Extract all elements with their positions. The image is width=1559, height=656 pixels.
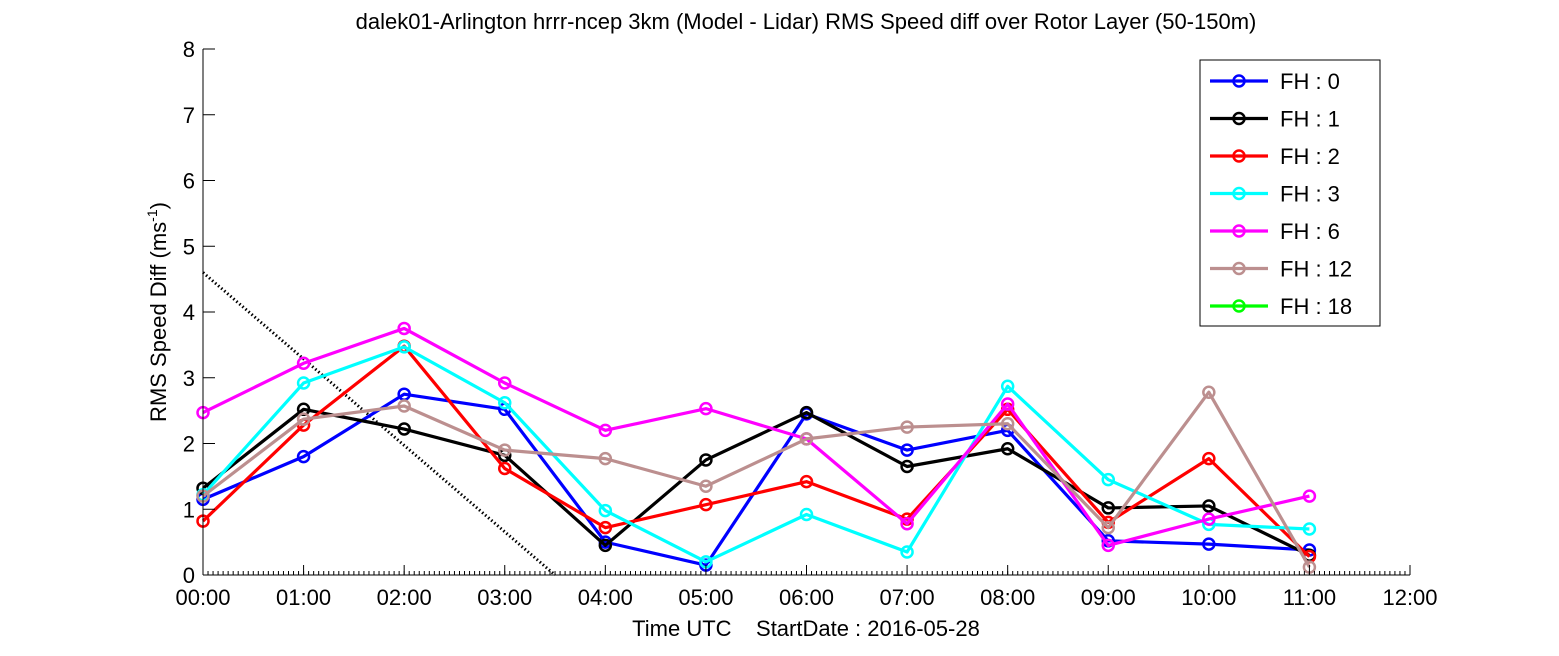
data-point xyxy=(1202,499,1216,513)
data-point xyxy=(699,401,713,416)
legend-label: FH : 18 xyxy=(1280,294,1352,319)
series-5 xyxy=(196,385,1317,574)
data-point xyxy=(598,520,613,535)
data-point xyxy=(1302,522,1317,536)
series-line xyxy=(201,344,1311,558)
data-point xyxy=(397,321,411,336)
legend-swatch-marker xyxy=(1232,111,1246,126)
data-point xyxy=(699,453,713,467)
legend-swatch-marker xyxy=(1232,224,1246,238)
data-point xyxy=(799,432,814,446)
legend-swatch-marker xyxy=(1232,186,1246,201)
y-tick-label: 6 xyxy=(183,169,195,194)
x-tick-label: 02:00 xyxy=(377,585,432,610)
data-point xyxy=(498,376,512,390)
legend-items: FH : 0 FH : 1 FH : 2 FH : 3 FH : 6 FH : 12 FH … xyxy=(1210,69,1352,319)
legend-swatch-marker xyxy=(1232,299,1246,313)
x-axis-label: Time UTC StartDate : 2016-05-28 xyxy=(632,616,980,641)
y-tick-label: 0 xyxy=(183,563,195,588)
legend-label: FH : 12 xyxy=(1280,257,1352,282)
data-point xyxy=(1000,442,1015,456)
data-point xyxy=(296,449,311,464)
y-tick-label: 7 xyxy=(183,103,195,128)
x-tick-label: 03:00 xyxy=(477,585,532,610)
legend-label: FH : 6 xyxy=(1280,219,1340,244)
data-point xyxy=(900,459,914,474)
y-axis-label: RMS Speed Diff (ms-1) xyxy=(144,202,171,422)
y-tick-label: 1 xyxy=(183,497,195,522)
data-point xyxy=(1000,397,1015,411)
data-point xyxy=(699,497,713,512)
data-point xyxy=(397,399,411,413)
legend-swatch-marker xyxy=(1232,74,1246,88)
data-point xyxy=(799,507,814,522)
x-tick-label: 12:00 xyxy=(1382,585,1437,610)
series-4 xyxy=(196,321,1317,553)
data-point xyxy=(598,503,613,518)
data-point xyxy=(397,340,411,354)
y-tick-label: 2 xyxy=(183,432,195,457)
data-point xyxy=(1101,538,1115,553)
x-tick-label: 10:00 xyxy=(1181,585,1236,610)
series-line xyxy=(201,345,1310,564)
y-axis-label-end: ) xyxy=(146,202,171,209)
data-point xyxy=(598,423,613,438)
x-tick-label: 01:00 xyxy=(276,585,331,610)
x-tick-label: 00:00 xyxy=(175,585,230,610)
data-point xyxy=(296,412,311,426)
chart-title: dalek01-Arlington hrrr-ncep 3km (Model -… xyxy=(356,9,1257,34)
x-tick-label: 05:00 xyxy=(678,585,733,610)
x-tick-label: 11:00 xyxy=(1283,585,1336,610)
legend-label: FH : 1 xyxy=(1280,107,1340,132)
data-point xyxy=(598,451,613,466)
data-point xyxy=(1101,520,1115,535)
data-point xyxy=(900,516,914,531)
data-point xyxy=(900,443,914,457)
data-point xyxy=(1202,451,1216,466)
y-axis-label-sup: -1 xyxy=(144,209,160,222)
data-point xyxy=(498,395,512,410)
series-line xyxy=(202,390,1311,568)
data-point xyxy=(598,538,613,553)
x-tick-label: 07:00 xyxy=(880,585,935,610)
legend: FH : 0 FH : 1 FH : 2 FH : 3 FH : 6 FH : 12 FH … xyxy=(1199,59,1381,327)
legend-label: FH : 3 xyxy=(1280,182,1340,207)
data-point xyxy=(799,405,814,420)
y-tick-label: 3 xyxy=(183,366,195,391)
x-tick-label: 09:00 xyxy=(1081,585,1136,610)
data-point xyxy=(900,545,914,559)
y-axis-label-main: RMS Speed Diff (ms xyxy=(146,222,171,422)
data-point xyxy=(498,443,512,457)
x-tick-label: 06:00 xyxy=(779,585,834,610)
data-point xyxy=(900,420,914,434)
data-point xyxy=(699,479,713,493)
y-ticks: 0 1 2 3 4 5 6 7 8 xyxy=(183,37,215,588)
x-tick-label: 08:00 xyxy=(980,585,1035,610)
data-point xyxy=(1101,501,1115,515)
legend-swatch-marker xyxy=(1232,261,1246,276)
data-point xyxy=(296,376,311,390)
x-ticks: 00:00 01:00 02:00 03:00 04:00 05:00 06:00 07:00… xyxy=(175,565,1438,610)
data-point xyxy=(1302,489,1317,503)
data-point xyxy=(1202,385,1216,399)
data-point xyxy=(799,474,814,489)
data-point xyxy=(1202,537,1216,551)
legend-swatch-marker xyxy=(1232,149,1246,163)
series-line xyxy=(202,326,1310,548)
legend-label: FH : 2 xyxy=(1280,144,1340,169)
data-point xyxy=(397,422,411,436)
data-point xyxy=(296,356,311,371)
data-point xyxy=(1000,379,1015,394)
data-point xyxy=(1202,512,1216,526)
data-point xyxy=(1101,472,1115,487)
legend-label: FH : 0 xyxy=(1280,69,1340,94)
x-tick-label: 04:00 xyxy=(578,585,633,610)
data-point xyxy=(498,461,512,476)
y-tick-label: 8 xyxy=(183,37,195,62)
data-point xyxy=(1000,417,1015,431)
y-tick-label: 5 xyxy=(183,234,195,259)
y-tick-label: 4 xyxy=(183,300,195,325)
